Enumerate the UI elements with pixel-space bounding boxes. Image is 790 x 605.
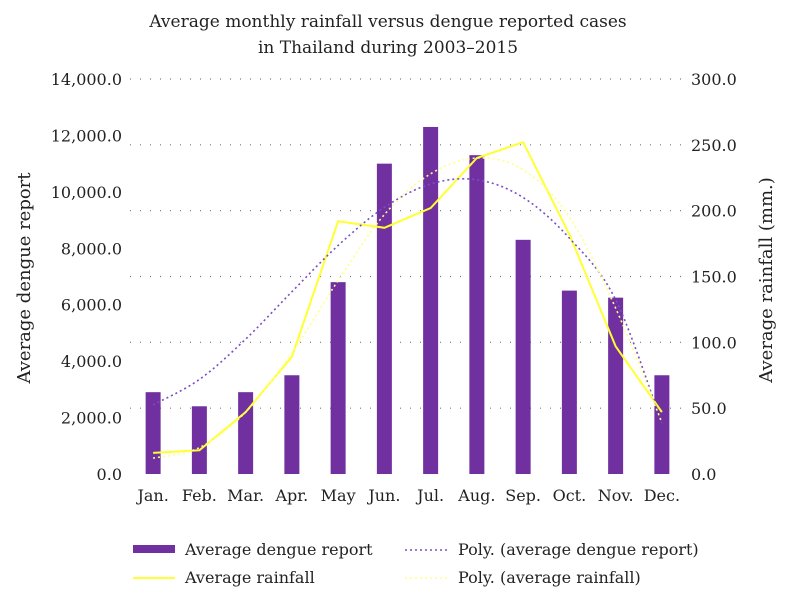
left-axis-title: Average dengue report	[14, 172, 35, 385]
bar-dengue	[654, 375, 670, 474]
trendline-rainfall	[152, 157, 663, 459]
left-axis-tick-label: 8,000.0	[61, 239, 122, 258]
x-axis-tick-label: Oct.	[553, 486, 587, 505]
legend-label-rainfall: Average rainfall	[184, 568, 315, 587]
x-axis-tick-label: Aug.	[457, 486, 495, 505]
right-axis-tick-label: 150.0	[691, 268, 737, 287]
right-axis-tick-label: 250.0	[691, 136, 737, 155]
x-axis-ticks: Jan. Feb. Mar. Apr. May Jun. Jul. Aug. Sep. Oct. N…	[135, 486, 680, 505]
x-axis-tick-label: Sep.	[505, 486, 541, 505]
right-axis-title: Average rainfall (mm.)	[756, 177, 777, 384]
right-axis-tick-label: 50.0	[691, 399, 727, 418]
legend-swatch-dengue-bars	[133, 545, 175, 553]
right-axis-tick-label: 0.0	[691, 465, 716, 484]
legend-label-dengue-trend: Poly. (average dengue report)	[458, 540, 699, 559]
legend-label-rainfall-trend: Poly. (average rainfall)	[458, 568, 641, 587]
left-axis-tick-label: 14,000.0	[51, 70, 122, 89]
bar-dengue	[330, 282, 346, 474]
gridlines	[130, 78, 685, 409]
left-axis-tick-label: 12,000.0	[51, 126, 122, 145]
bar-dengue	[191, 406, 207, 474]
bar-dengue	[284, 375, 300, 474]
chart-title-line-2: in Thailand during 2003–2015	[258, 38, 518, 58]
left-axis-tick-label: 0.0	[97, 465, 122, 484]
x-axis-tick-label: Nov.	[598, 486, 634, 505]
left-axis-tick-label: 6,000.0	[61, 296, 122, 315]
line-series	[152, 140, 663, 459]
bar-series	[145, 126, 670, 474]
left-axis-tick-label: 10,000.0	[51, 183, 122, 202]
x-axis-tick-label: May	[321, 486, 356, 505]
legend: Average dengue report Average rainfall P…	[133, 540, 699, 587]
bar-dengue	[469, 155, 485, 474]
x-axis-tick-label: Dec.	[644, 486, 680, 505]
left-axis-tick-label: 4,000.0	[61, 352, 122, 371]
left-axis-tick-label: 2,000.0	[61, 409, 122, 428]
bar-dengue	[376, 163, 392, 474]
legend-label-dengue: Average dengue report	[184, 540, 373, 559]
bar-dengue	[608, 297, 624, 474]
bar-dengue	[515, 239, 531, 474]
right-axis-ticks: 0.0 50.0 100.0 150.0 200.0 250.0 300.0	[691, 70, 737, 484]
x-axis-tick-label: Jul.	[415, 486, 444, 505]
x-axis-tick-label: Jan.	[135, 486, 168, 505]
x-axis-tick-label: Jun.	[366, 486, 400, 505]
bar-dengue	[423, 126, 439, 474]
bar-dengue	[238, 392, 254, 474]
x-axis-tick-label: Mar.	[227, 486, 264, 505]
left-axis-ticks: 0.0 2,000.0 4,000.0 6,000.0 8,000.0 10,000.0 1…	[51, 70, 122, 484]
right-axis-tick-label: 300.0	[691, 70, 737, 89]
chart-title-line-1: Average monthly rainfall versus dengue r…	[148, 12, 626, 32]
right-axis-tick-label: 200.0	[691, 202, 737, 221]
line-rainfall	[153, 140, 663, 454]
right-axis-tick-label: 100.0	[691, 333, 737, 352]
bar-dengue	[561, 290, 577, 474]
trendline-dengue	[152, 177, 663, 424]
x-axis-tick-label: Feb.	[182, 486, 217, 505]
x-axis-tick-label: Apr.	[274, 486, 308, 505]
